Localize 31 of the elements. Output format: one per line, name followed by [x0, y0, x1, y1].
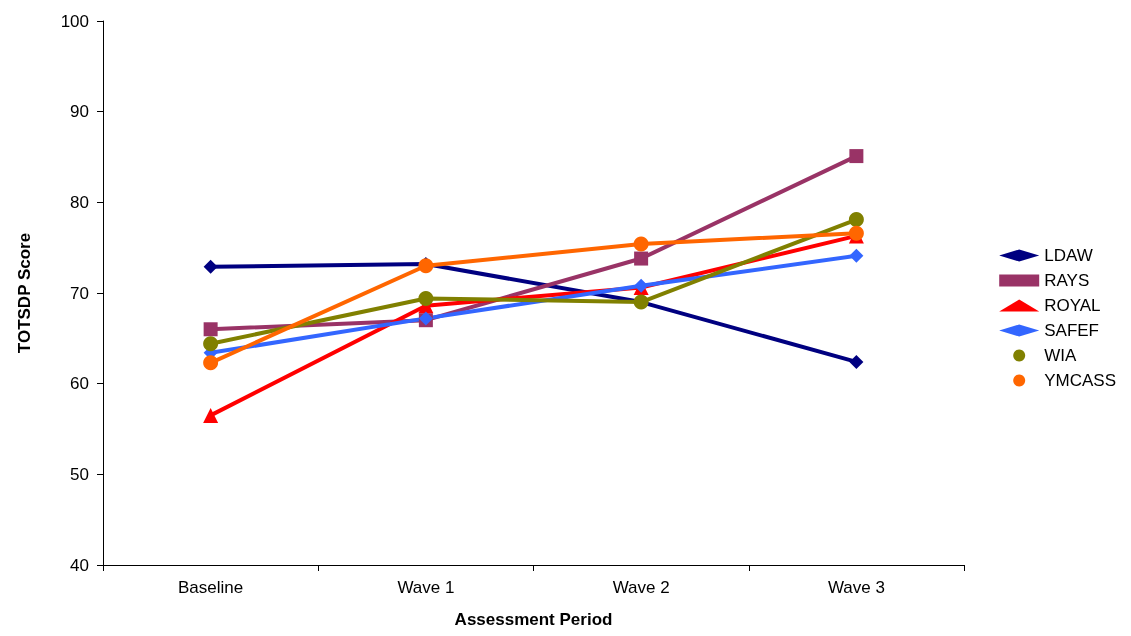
point [203, 322, 218, 337]
point [633, 236, 649, 252]
y-tick-label: 70 [70, 283, 89, 303]
point [203, 259, 218, 274]
point [418, 290, 434, 306]
point [203, 407, 219, 423]
point [849, 248, 864, 263]
y-axis-title: TOTSDP Score [15, 232, 34, 354]
x-tick-label: Wave 3 [827, 578, 885, 597]
y-tick-label: 80 [70, 192, 89, 212]
y-tick-label: 40 [70, 555, 89, 575]
x-tick-label: Wave 1 [397, 578, 455, 597]
point [849, 149, 864, 164]
point [634, 251, 649, 266]
point [203, 336, 219, 352]
x-tick-label: Baseline [178, 578, 244, 597]
legend-label: WIA [1044, 346, 1077, 365]
y-tick-label: 90 [70, 102, 89, 122]
x-tick-label: Wave 2 [612, 578, 670, 597]
y-tick-label: 100 [60, 11, 89, 31]
y-tick-label: 50 [70, 464, 89, 484]
legend-label: LDAW [1044, 246, 1093, 265]
point [849, 354, 864, 369]
legend-label: RAYS [1044, 271, 1090, 290]
y-tick-label: 60 [70, 374, 89, 394]
legend-label: SAFEF [1044, 321, 1099, 340]
point [203, 355, 219, 371]
legend-label: YMCASS [1044, 371, 1116, 390]
x-axis-title: Assessment Period [454, 610, 613, 629]
point [848, 212, 864, 228]
legend-label: ROYAL [1044, 296, 1101, 315]
